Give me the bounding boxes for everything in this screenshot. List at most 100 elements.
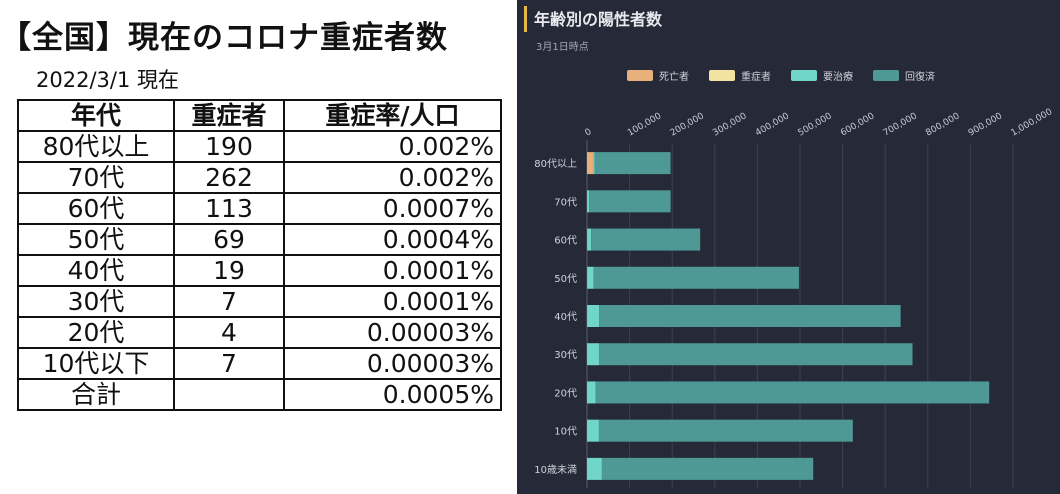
legend-item[interactable]: 死亡者 — [627, 68, 689, 83]
bar-segment — [599, 305, 901, 327]
table-row: 50代 69 0.0004% — [17, 223, 502, 256]
header-severe: 重症者 — [173, 99, 285, 132]
y-category-label: 10代 — [554, 426, 577, 438]
y-category-label: 50代 — [554, 273, 577, 285]
y-category-label: 80代以上 — [534, 158, 577, 170]
severe-count-cell: 113 — [173, 192, 285, 225]
bar-segment — [593, 152, 595, 175]
table-row: 40代 19 0.0001% — [17, 254, 502, 287]
y-category-label: 30代 — [554, 349, 577, 361]
header-age: 年代 — [17, 99, 175, 132]
chart-legend: 死亡者 重症者 要治療 回復済 — [627, 68, 935, 83]
legend-item[interactable]: 要治療 — [791, 68, 853, 83]
rate-cell: 0.0001% — [283, 254, 502, 287]
x-tick-label: 600,000 — [839, 111, 876, 138]
age-cell: 70代 — [17, 161, 175, 194]
table-total-row: 合計 0.0005% — [17, 378, 502, 411]
y-category-label: 60代 — [554, 235, 577, 247]
x-tick-label: 800,000 — [924, 111, 961, 138]
bar-segment — [587, 457, 602, 480]
bar-segment — [598, 419, 853, 442]
age-cell: 60代 — [17, 192, 175, 225]
chart-subtitle: 3月1日時点 — [536, 42, 589, 53]
age-cell: 50代 — [17, 223, 175, 256]
y-category-label: 70代 — [554, 196, 577, 208]
legend-label: 死亡者 — [659, 71, 689, 83]
total-count-cell — [173, 378, 285, 411]
rate-cell: 0.00003% — [283, 347, 502, 380]
x-tick-label: 400,000 — [754, 111, 791, 138]
bar-segment — [587, 228, 592, 251]
age-cell: 40代 — [17, 254, 175, 287]
table-row: 80代以上 190 0.002% — [17, 130, 502, 163]
severe-count-cell: 19 — [173, 254, 285, 287]
severe-count-cell: 262 — [173, 161, 285, 194]
legend-swatch — [873, 69, 899, 81]
bar-segment — [601, 457, 814, 480]
bar-segment — [587, 190, 588, 213]
legend-swatch — [627, 69, 653, 81]
date-label: 2022/3/1 現在 — [36, 68, 179, 92]
y-category-label: 10歳未満 — [534, 464, 577, 476]
rate-cell: 0.0004% — [283, 223, 502, 256]
severe-count-cell: 7 — [173, 347, 285, 380]
severe-cases-panel: 【全国】現在のコロナ重症者数 2022/3/1 現在 年代 重症者 重症率/人口… — [0, 0, 515, 494]
x-tick-label: 900,000 — [967, 111, 1004, 138]
bar-segment — [598, 343, 913, 366]
bar-segment — [587, 305, 600, 327]
bar-segment — [594, 152, 671, 175]
table-row: 10代以下 7 0.00003% — [17, 347, 502, 380]
total-rate-cell: 0.0005% — [283, 378, 502, 411]
bar-segment — [587, 381, 596, 404]
age-cell: 10代以下 — [17, 347, 175, 380]
bar-segment — [593, 266, 799, 289]
bar-segment — [587, 343, 599, 366]
rate-cell: 0.002% — [283, 161, 502, 194]
table-row: 20代 4 0.00003% — [17, 316, 502, 349]
table-row: 30代 7 0.0001% — [17, 285, 502, 318]
page-title: 【全国】現在のコロナ重症者数 — [0, 20, 448, 56]
bar-segment — [587, 419, 599, 442]
severe-count-cell: 190 — [173, 130, 285, 163]
bar-segment — [589, 190, 671, 213]
chart-title: 年齢別の陽性者数 — [534, 10, 663, 29]
legend-item[interactable]: 重症者 — [709, 68, 771, 83]
table-row: 70代 262 0.002% — [17, 161, 502, 194]
bar-segment — [587, 152, 593, 175]
legend-swatch — [709, 69, 735, 81]
x-tick-label: 0 — [584, 127, 594, 139]
title-accent-bar — [524, 6, 527, 32]
bar-segment — [587, 190, 590, 213]
table-row: 60代 113 0.0007% — [17, 192, 502, 225]
severe-count-cell: 69 — [173, 223, 285, 256]
bar-segment — [591, 228, 701, 251]
x-tick-label: 200,000 — [669, 111, 706, 138]
legend-item[interactable]: 回復済 — [873, 68, 935, 83]
severe-cases-table: 年代 重症者 重症率/人口 80代以上 190 0.002% 70代 262 0… — [17, 99, 502, 411]
total-label-cell: 合計 — [17, 378, 175, 411]
severe-count-cell: 7 — [173, 285, 285, 318]
severe-count-cell: 4 — [173, 316, 285, 349]
header-rate: 重症率/人口 — [283, 99, 502, 132]
bar-segment — [587, 266, 594, 289]
rate-cell: 0.0007% — [283, 192, 502, 225]
rate-cell: 0.002% — [283, 130, 502, 163]
age-cell: 80代以上 — [17, 130, 175, 163]
positive-cases-chart-panel: 年齢別の陽性者数 3月1日時点 死亡者 重症者 要治療 回復済 0 100,000 200… — [517, 0, 1060, 494]
bar-chart: 0 100,000 200,000 300,000 400,000 500,000 600,… — [534, 107, 1055, 488]
legend-swatch — [791, 69, 817, 81]
age-cell: 30代 — [17, 285, 175, 318]
age-cell: 20代 — [17, 316, 175, 349]
legend-label: 重症者 — [741, 71, 771, 83]
legend-label: 回復済 — [905, 71, 935, 83]
bar-segment — [595, 381, 990, 404]
x-tick-label: 500,000 — [797, 111, 834, 138]
x-tick-label: 1,000,000 — [1010, 107, 1055, 139]
table-header-row: 年代 重症者 重症率/人口 — [17, 99, 502, 132]
y-category-label: 40代 — [554, 311, 577, 323]
x-tick-label: 100,000 — [626, 111, 663, 138]
legend-label: 要治療 — [823, 71, 853, 83]
x-tick-label: 300,000 — [711, 111, 748, 138]
rate-cell: 0.00003% — [283, 316, 502, 349]
y-category-label: 20代 — [554, 387, 577, 399]
